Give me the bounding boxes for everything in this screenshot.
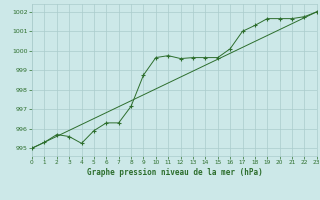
X-axis label: Graphe pression niveau de la mer (hPa): Graphe pression niveau de la mer (hPa) — [86, 168, 262, 177]
